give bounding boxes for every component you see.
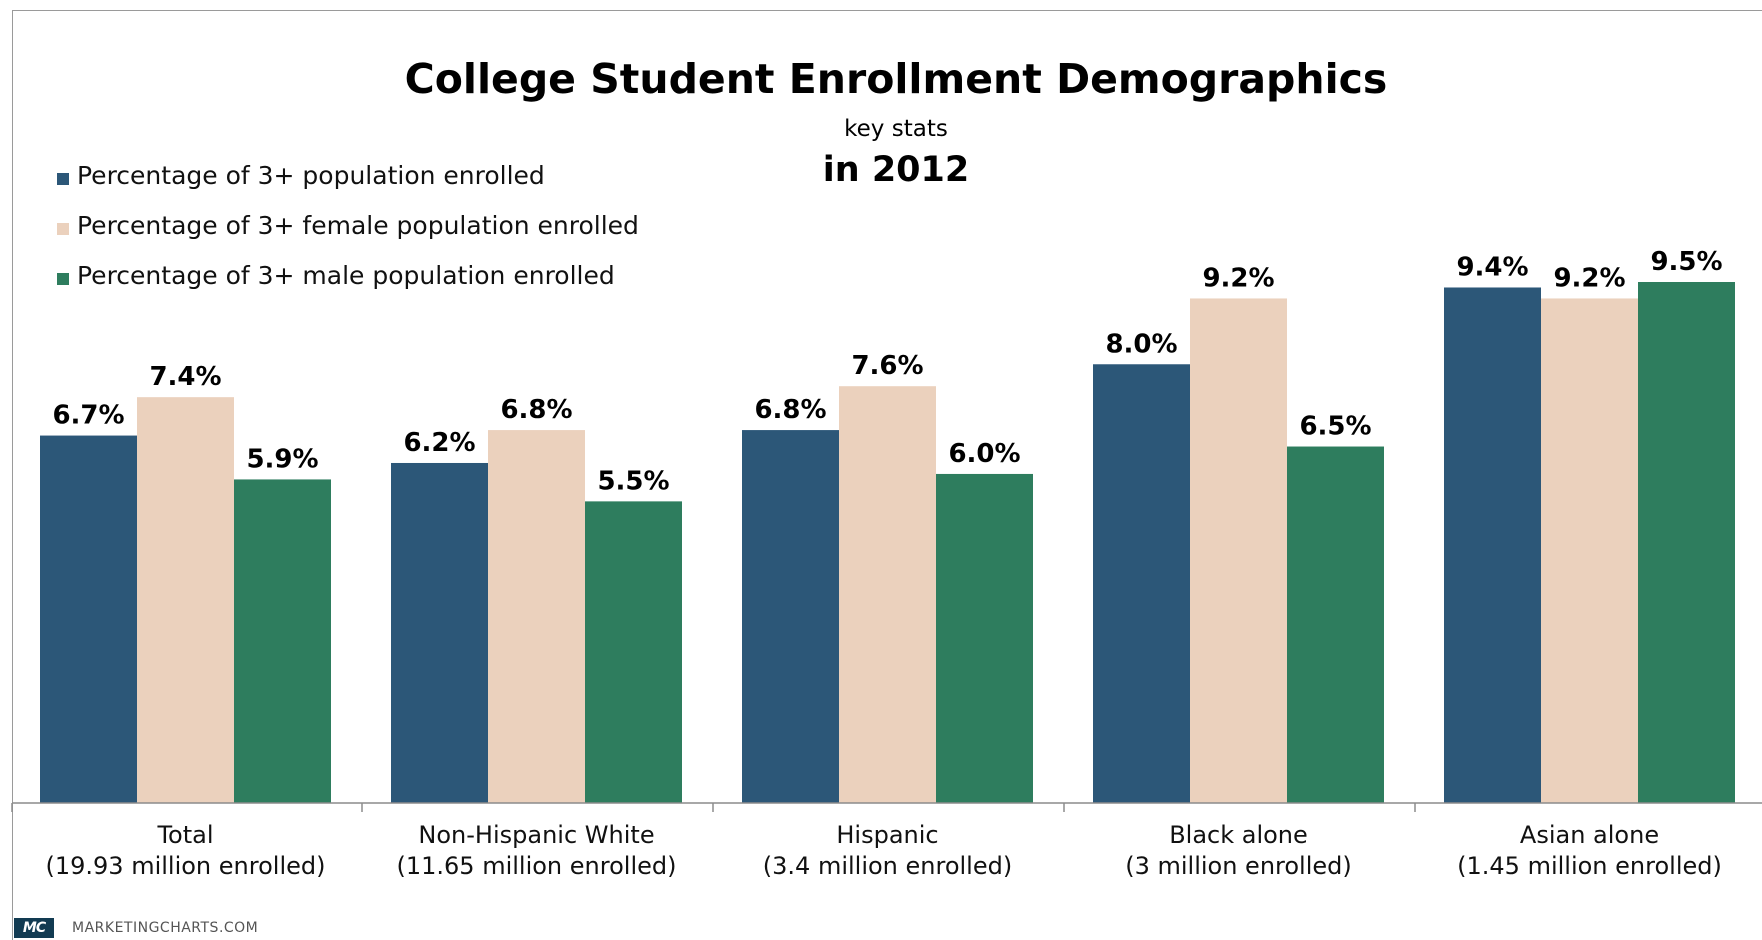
x-tick-label: Black alone bbox=[1169, 821, 1308, 849]
bar bbox=[742, 430, 839, 803]
site-name[interactable]: MARKETINGCHARTS.COM bbox=[72, 920, 259, 936]
data-label: 9.4% bbox=[1456, 252, 1528, 282]
data-label: 6.5% bbox=[1299, 412, 1371, 442]
legend-label-1: Percentage of 3+ population enrolled bbox=[77, 161, 545, 190]
x-tick-label: (3.4 million enrolled) bbox=[763, 852, 1012, 880]
legend-swatch-3 bbox=[57, 273, 69, 285]
x-tick-label: Asian alone bbox=[1520, 821, 1659, 849]
data-label: 6.7% bbox=[52, 401, 124, 431]
chart-title: College Student Enrollment Demographics bbox=[405, 55, 1388, 103]
data-label: 6.8% bbox=[754, 395, 826, 425]
data-label: 6.8% bbox=[500, 395, 572, 425]
bar bbox=[1190, 298, 1287, 803]
bar bbox=[137, 397, 234, 803]
data-label: 6.2% bbox=[403, 428, 475, 458]
x-tick-label: (11.65 million enrolled) bbox=[397, 852, 677, 880]
legend-swatch-1 bbox=[57, 173, 69, 185]
legend-swatch-2 bbox=[57, 223, 69, 235]
data-label: 9.5% bbox=[1650, 247, 1722, 277]
legend: Percentage of 3+ population enrolled Perc… bbox=[57, 161, 639, 290]
data-label: 8.0% bbox=[1105, 329, 1177, 359]
bar-group bbox=[40, 282, 1735, 803]
x-axis-ticks bbox=[11, 803, 1416, 812]
marketingcharts-logo: MC bbox=[14, 918, 54, 938]
data-label: 7.6% bbox=[851, 351, 923, 381]
bar bbox=[488, 430, 585, 803]
bar bbox=[1638, 282, 1735, 803]
chart-subtitle: key stats bbox=[844, 116, 948, 142]
bar bbox=[1541, 298, 1638, 803]
value-label-group: 6.7% 7.4% 5.9% 6.2% 6.8% 5.5% 6.8% 7.6% 6.0% 8.0%… bbox=[52, 247, 1722, 496]
bar bbox=[391, 462, 488, 803]
chart-frame bbox=[12, 10, 1762, 940]
bar bbox=[585, 501, 682, 803]
footer: MC MARKETINGCHARTS.COM bbox=[14, 917, 258, 939]
data-label: 5.5% bbox=[597, 466, 669, 496]
x-tick-label: (3 million enrolled) bbox=[1125, 852, 1352, 880]
data-label: 9.2% bbox=[1202, 263, 1274, 293]
chart: College Student Enrollment Demographics … bbox=[11, 55, 1762, 880]
bar bbox=[234, 479, 331, 803]
x-tick-label: Hispanic bbox=[836, 821, 938, 849]
bar bbox=[839, 386, 936, 803]
bar bbox=[1444, 287, 1541, 803]
legend-label-2: Percentage of 3+ female population enrol… bbox=[77, 211, 639, 240]
category-label-group: Total (19.93 million enrolled) Non-Hispani… bbox=[46, 821, 1722, 880]
data-label: 7.4% bbox=[149, 362, 221, 392]
bar bbox=[936, 473, 1033, 803]
data-label: 6.0% bbox=[948, 439, 1020, 469]
data-label: 9.2% bbox=[1553, 263, 1625, 293]
x-tick-label: (1.45 million enrolled) bbox=[1457, 852, 1722, 880]
x-tick-label: Total bbox=[156, 821, 213, 849]
bar bbox=[1093, 364, 1190, 803]
bar bbox=[1287, 446, 1384, 803]
bar bbox=[40, 435, 137, 803]
x-tick-label: (19.93 million enrolled) bbox=[46, 852, 326, 880]
data-label: 5.9% bbox=[246, 444, 318, 474]
legend-label-3: Percentage of 3+ male population enrolle… bbox=[77, 261, 615, 290]
x-tick-label: Non-Hispanic White bbox=[418, 821, 654, 849]
chart-year-subtitle: in 2012 bbox=[823, 150, 970, 190]
